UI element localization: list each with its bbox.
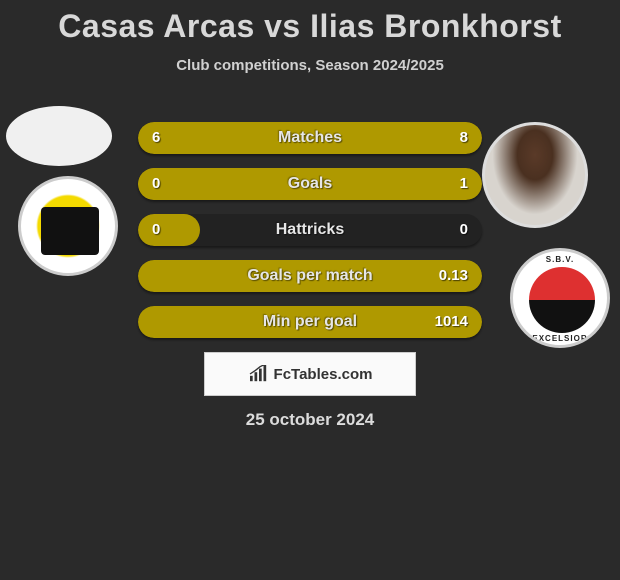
stat-bar: 6Matches8 [138,122,482,154]
club-badge-right: S.B.V. EXCELSIOR [510,248,610,348]
bar-value-right: 1014 [435,306,468,338]
bar-label: Goals per match [138,260,482,292]
stat-bar: 0Hattricks0 [138,214,482,246]
badge-right-text-top: S.B.V. [513,255,607,264]
subtitle: Club competitions, Season 2024/2025 [0,45,620,74]
chart-icon [248,365,270,383]
date-text: 25 october 2024 [0,410,620,430]
bar-value-right: 8 [460,122,468,154]
stats-bars: 6Matches80Goals10Hattricks0Goals per mat… [138,122,482,352]
player-right-avatar [482,122,588,228]
stat-bar: Goals per match0.13 [138,260,482,292]
bar-value-right: 1 [460,168,468,200]
bar-label: Goals [138,168,482,200]
bar-label: Matches [138,122,482,154]
club-badge-left [18,176,118,276]
bar-value-right: 0 [460,214,468,246]
stat-bar: Min per goal1014 [138,306,482,338]
watermark-text: FcTables.com [274,366,373,383]
bar-label: Hattricks [138,214,482,246]
page-title: Casas Arcas vs Ilias Bronkhorst [0,0,620,45]
player-left-avatar [6,106,112,166]
bar-label: Min per goal [138,306,482,338]
stat-bar: 0Goals1 [138,168,482,200]
watermark: FcTables.com [204,352,416,396]
bar-value-right: 0.13 [439,260,468,292]
badge-right-text-bottom: EXCELSIOR [513,334,607,343]
